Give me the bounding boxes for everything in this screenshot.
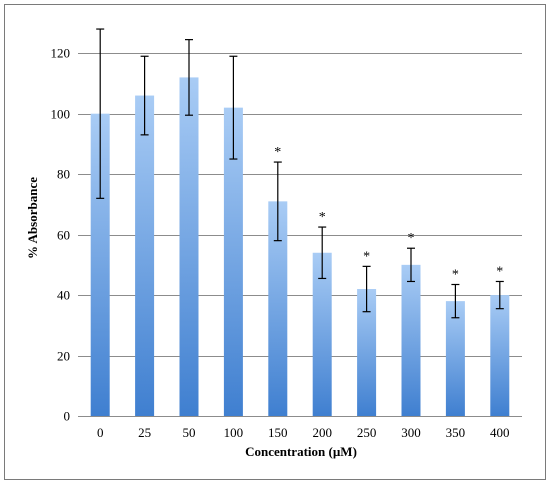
y-tick-label: 60 [57,228,70,243]
x-tick-label: 250 [357,425,377,440]
bar [179,77,199,417]
y-axis-title: % Absorbance [25,177,40,259]
x-tick-label: 400 [490,425,510,440]
x-tick-label: 0 [97,425,104,440]
x-tick-label: 200 [312,425,332,440]
x-tick-label: 25 [138,425,151,440]
error-bar [273,161,282,242]
error-bar [451,283,460,319]
error-bar [407,247,415,283]
significance-star: * [452,267,459,282]
error-bars [96,28,504,319]
error-bar [495,280,504,310]
error-bar [185,39,193,116]
bar [90,113,110,416]
y-tick-label: 100 [51,107,71,122]
significance-star: * [274,145,281,160]
x-tick-label: 300 [401,425,421,440]
bar [312,252,332,416]
bar [135,95,155,417]
significance-star: * [319,210,326,225]
bar [401,264,421,416]
y-tick-label: 40 [57,288,70,303]
error-bar [96,28,105,199]
y-tick-labels: 0 20 40 60 80 100 120 [51,46,71,424]
y-tick-label: 0 [64,409,71,424]
significance-star: * [496,264,503,279]
error-bar [229,55,238,160]
significance-star: * [408,231,415,246]
x-tick-label: 100 [224,425,244,440]
x-tick-label: 350 [446,425,466,440]
y-tick-label: 20 [57,349,70,364]
significance-marks: * * * * * * [274,145,503,282]
error-bar [318,226,327,280]
x-tick-label: 150 [268,425,288,440]
x-tick-label: 50 [183,425,196,440]
y-tick-label: 120 [51,46,71,61]
bar [357,289,377,416]
bar [268,201,288,416]
y-tick-label: 80 [57,167,70,182]
error-bar [140,55,149,136]
error-bar [362,265,371,313]
bar [490,295,510,416]
bar [223,107,243,417]
bars [90,77,510,417]
x-axis-title: Concentration (µM) [245,444,357,459]
x-tick-labels: 0 25 50 100 150 200 250 300 350 400 [97,425,510,440]
bar [445,301,465,416]
significance-star: * [363,249,370,264]
